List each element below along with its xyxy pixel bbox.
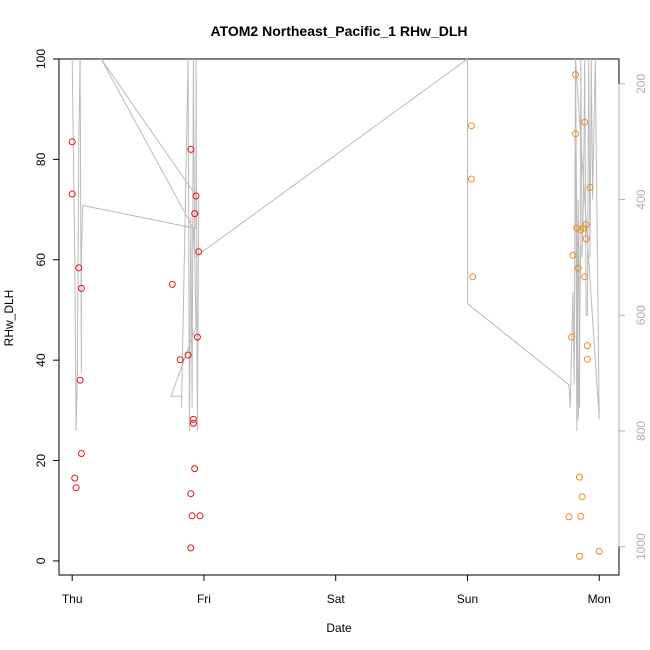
data-point (187, 544, 195, 552)
data-point (574, 264, 582, 272)
data-point (572, 130, 579, 138)
data-point (189, 415, 197, 423)
y2-tick-label: 200 (634, 74, 648, 94)
data-point (76, 376, 84, 384)
data-point (577, 512, 585, 520)
y-tick-label: 20 (34, 454, 48, 468)
data-point (573, 224, 581, 232)
data-point (176, 356, 184, 364)
data-point (583, 355, 591, 363)
x-tick-label: Thu (62, 592, 83, 606)
data-point (189, 419, 197, 427)
data-point (188, 512, 196, 520)
data-point (583, 342, 591, 350)
data-point (582, 221, 590, 229)
data-point (568, 333, 576, 341)
data-point (595, 547, 603, 555)
data-point (569, 251, 577, 259)
data-point (578, 493, 586, 501)
x-tick-label: Sat (327, 592, 346, 606)
data-point (72, 484, 80, 492)
y-tick-label: 40 (34, 353, 48, 367)
data-point (191, 465, 199, 473)
altitude-trace-layer (71, 58, 600, 432)
data-point (191, 210, 199, 218)
x-tick-label: Fri (197, 592, 211, 606)
x-tick-label: Mon (588, 592, 611, 606)
data-point (586, 184, 594, 191)
data-point (576, 473, 583, 481)
data-point (168, 280, 176, 288)
chart-title: ATOM2 Northeast_Pacific_1 RHw_DLH (211, 23, 468, 39)
y2-tick-label: 600 (634, 305, 648, 325)
y-tick-label: 60 (34, 253, 48, 267)
data-point (68, 138, 76, 146)
x-axis: Thu Fri Sat Sun Mon (62, 574, 611, 606)
data-point (467, 175, 475, 183)
data-point (581, 273, 589, 281)
data-point (71, 474, 79, 482)
data-point (184, 351, 192, 359)
data-point (572, 71, 579, 79)
y2-tick-label: 800 (634, 421, 648, 441)
y2-tick-label: 400 (634, 189, 648, 209)
data-point (581, 118, 589, 126)
data-point (195, 248, 203, 256)
data-point (75, 264, 83, 272)
y-tick-label: 80 (34, 152, 48, 166)
data-point (565, 513, 573, 521)
data-point (77, 450, 85, 457)
y-axis: 0 20 40 60 80 100 (34, 49, 60, 564)
data-point (467, 122, 475, 130)
y-axis-label: RHw_DLH (2, 290, 16, 347)
y-tick-label: 100 (34, 49, 48, 69)
data-point (187, 145, 195, 153)
data-point (193, 333, 201, 341)
data-point (77, 284, 85, 292)
data-point (469, 273, 477, 281)
data-point (68, 190, 76, 198)
y2-tick-label: 1000 (634, 533, 648, 560)
y2-axis: 200 400 600 800 1000 (618, 74, 648, 560)
x-tick-label: Sun (457, 592, 478, 606)
y-tick-label: 0 (34, 557, 48, 564)
data-point (582, 235, 590, 243)
data-points-layer (68, 71, 603, 560)
altitude-trace-line (71, 58, 600, 432)
data-point (576, 552, 583, 560)
data-point (187, 490, 195, 498)
data-point (192, 192, 200, 200)
data-point (196, 512, 204, 520)
x-axis-label: Date (326, 621, 352, 635)
